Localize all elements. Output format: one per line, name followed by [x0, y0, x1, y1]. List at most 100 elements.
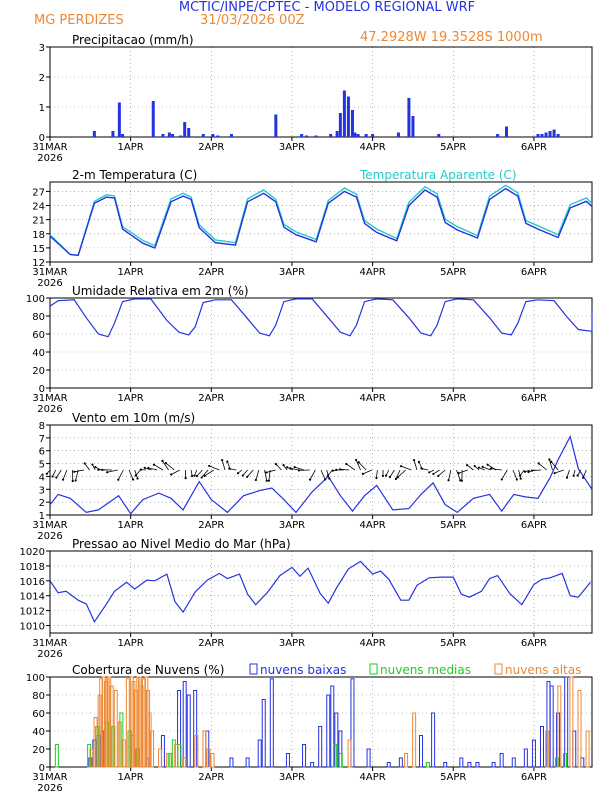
wind-vector-head — [501, 478, 503, 480]
cloud-bar — [426, 763, 429, 768]
panel-title: Cobertura de Nuvens (%) — [72, 663, 224, 677]
cloud-bar — [183, 682, 186, 768]
cloud-bar — [211, 754, 214, 768]
precip-bar — [230, 134, 233, 137]
wind-vector-head — [91, 463, 93, 465]
x-tick-label: 5APR — [440, 267, 466, 278]
precip-bar — [183, 122, 186, 137]
cloud-bar — [286, 754, 289, 768]
wind-vector-head — [437, 475, 439, 477]
x-year-label: 2026 — [37, 278, 62, 289]
wind-vector-head — [294, 466, 296, 468]
wind-vector-head — [413, 459, 415, 461]
wind-vector-head — [482, 466, 484, 468]
wind-vector — [266, 470, 275, 472]
wind-vector — [166, 463, 174, 470]
precip-bar — [347, 97, 350, 138]
x-tick-label: 6APR — [521, 267, 547, 278]
x-tick-label: 6APR — [521, 772, 547, 783]
precip-bar — [305, 136, 308, 138]
precip-bar — [353, 133, 356, 138]
cloud-bar — [319, 727, 322, 768]
x-tick-label: 1APR — [118, 638, 144, 649]
x-tick-label: 2APR — [198, 142, 224, 153]
wind-vector-head — [72, 480, 74, 482]
wind-vector — [310, 470, 315, 480]
x-tick-label: 1APR — [118, 520, 144, 531]
wind-vector-head — [275, 463, 277, 465]
wind-vector-head — [289, 467, 291, 469]
precip-bar — [118, 103, 121, 138]
cloud-bar — [420, 736, 423, 768]
wind-vector-head — [516, 478, 518, 480]
x-tick-label: 5APR — [440, 142, 466, 153]
y-tick-label: 1 — [39, 103, 45, 114]
precip-bar — [411, 116, 414, 137]
x-tick-label: 3APR — [279, 142, 305, 153]
wind-vector-head — [153, 464, 155, 466]
precip-bar — [343, 91, 346, 138]
cloud-bar — [258, 740, 261, 767]
wind-vector — [438, 470, 445, 476]
x-tick-label: 3APR — [279, 772, 305, 783]
x-year-label: 2026 — [37, 783, 62, 792]
wind-vector-head — [466, 464, 468, 466]
cloud-bar — [512, 758, 515, 767]
cloud-bar — [413, 713, 416, 767]
y-tick-label: 2 — [39, 498, 45, 509]
precip-bar — [93, 131, 96, 137]
wind-vector-head — [204, 475, 206, 477]
x-tick-label: 5APR — [440, 393, 466, 404]
precip-bar — [300, 134, 303, 137]
y-tick-label: 1010 — [20, 622, 45, 633]
header-coords: 47.2928W 19.3528S 1000m — [360, 30, 543, 45]
wind-vector-head — [73, 471, 75, 473]
wind-vector-head — [538, 462, 540, 464]
wind-vector-head — [339, 468, 341, 470]
x-year-label: 2026 — [37, 531, 62, 542]
precip-bar — [274, 115, 277, 138]
temp-legend: Temperatura Aparente (C) — [359, 168, 517, 182]
wind-vector-head — [382, 475, 384, 477]
y-tick-label: 5 — [39, 460, 45, 471]
x-tick-label: 1APR — [118, 267, 144, 278]
cloud-bar — [578, 691, 581, 768]
wind-vector-head — [265, 471, 267, 473]
wind-vector-head — [193, 475, 195, 477]
x-year-label: 2026 — [37, 649, 62, 660]
wind-vector — [457, 470, 461, 480]
wind-vector — [346, 464, 355, 470]
cloud-bar — [311, 763, 314, 768]
precip-bar — [179, 136, 182, 138]
x-year-label: 2026 — [37, 153, 62, 164]
wind-vector — [567, 470, 569, 478]
precip-bar — [336, 131, 339, 137]
cloud-bar — [348, 740, 351, 767]
x-tick-label: 3APR — [279, 393, 305, 404]
cloud-bar — [460, 758, 463, 767]
wind-vector — [555, 470, 564, 473]
cloud-legend-label: nuvens baixas — [260, 663, 346, 677]
x-tick-label: 2APR — [198, 267, 224, 278]
cloud-bar — [468, 763, 471, 768]
cloud-bar — [303, 745, 306, 768]
y-tick-label: 6 — [39, 447, 45, 458]
wind-vector-head — [136, 477, 138, 479]
wind-vector-head — [46, 473, 48, 475]
wind-vector-head — [309, 479, 311, 481]
x-year-label: 2026 — [37, 404, 62, 415]
precip-bar — [357, 134, 360, 137]
precip-bar — [168, 133, 171, 138]
wind-vector-head — [524, 471, 526, 473]
y-tick-label: 1016 — [20, 577, 45, 588]
precip-bar — [211, 134, 214, 137]
cloud-bar — [586, 731, 589, 767]
wind-vector-head — [362, 473, 364, 475]
wind-vector-head — [487, 464, 489, 466]
cloud-bar — [540, 727, 543, 768]
wind-vector-head — [458, 472, 460, 474]
cloud-bar — [570, 677, 573, 767]
wind-vector-head — [490, 468, 492, 470]
